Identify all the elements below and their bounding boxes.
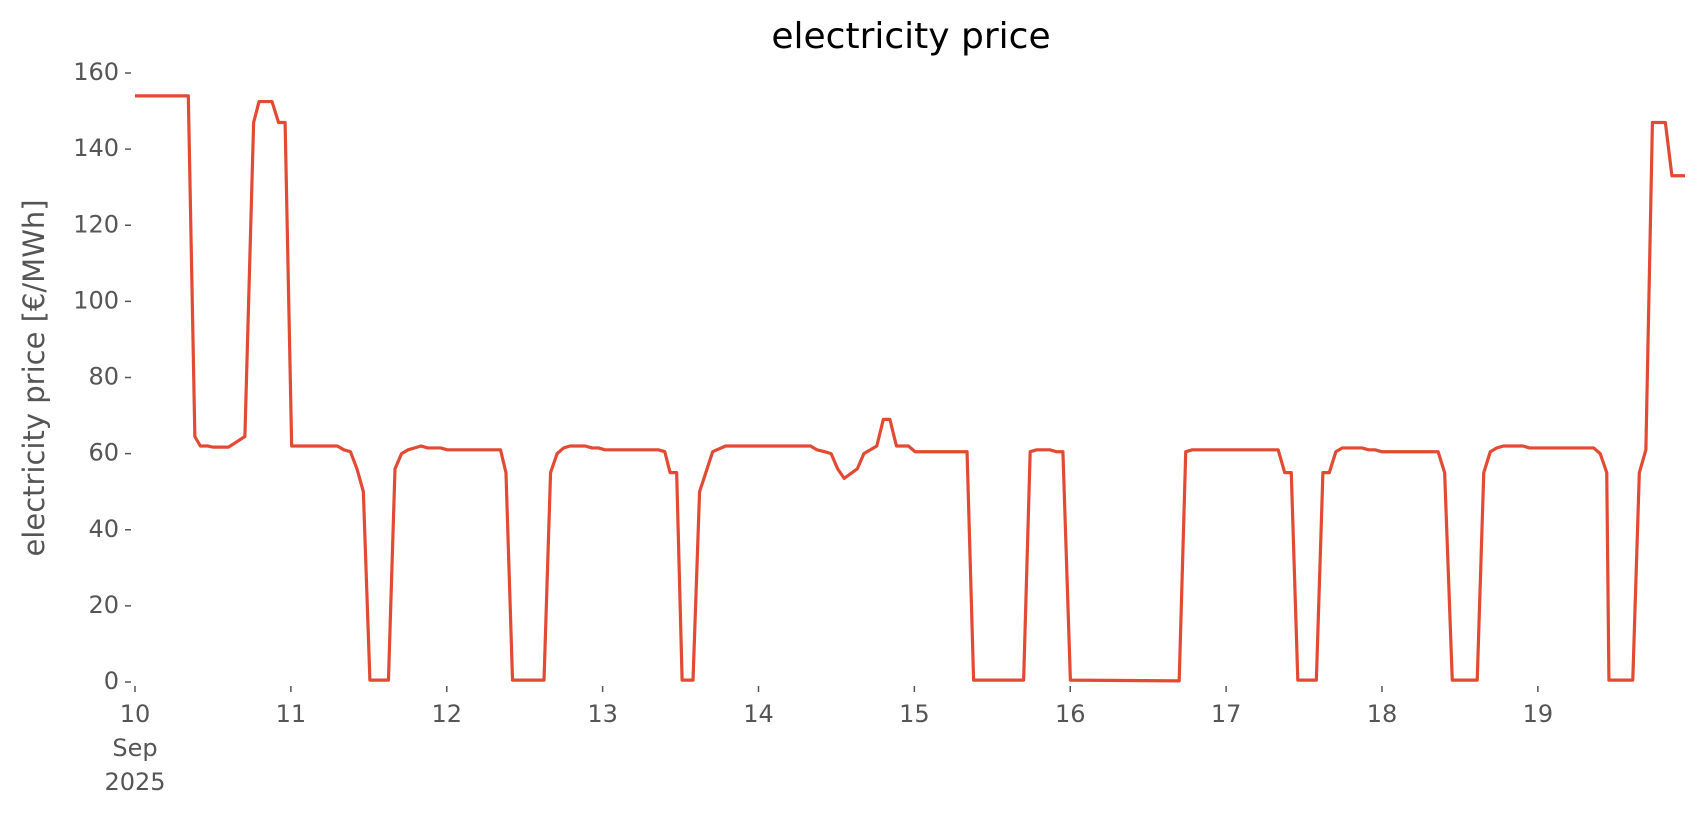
x-tick-label: 14 bbox=[743, 700, 774, 728]
y-axis-label: electricity price [€/MWh] bbox=[17, 199, 51, 556]
x-tick-label: 12 bbox=[431, 700, 462, 728]
x-tick-label: 18 bbox=[1367, 700, 1398, 728]
x-tick-label: 13 bbox=[587, 700, 618, 728]
y-tick-label: 100 bbox=[73, 286, 119, 314]
y-tick-label: 140 bbox=[73, 134, 119, 162]
y-tick-label: 20 bbox=[88, 591, 119, 619]
price-line bbox=[135, 94, 1685, 683]
x-tick-label: 19 bbox=[1523, 700, 1554, 728]
x-tick-label: 17 bbox=[1211, 700, 1242, 728]
x-tick-label: 16 bbox=[1055, 700, 1086, 728]
x-tick-label: 15 bbox=[899, 700, 930, 728]
y-tick-label: 80 bbox=[88, 363, 119, 391]
chart-title: electricity price bbox=[771, 16, 1050, 57]
y-tick-label: 0 bbox=[104, 667, 119, 695]
x-tick-label: 10 Sep 2025 bbox=[104, 700, 165, 796]
y-tick-label: 40 bbox=[88, 515, 119, 543]
y-tick-label: 60 bbox=[88, 439, 119, 467]
y-tick-label: 160 bbox=[73, 58, 119, 86]
y-tick-label: 120 bbox=[73, 210, 119, 238]
x-tick-label: 11 bbox=[276, 700, 307, 728]
